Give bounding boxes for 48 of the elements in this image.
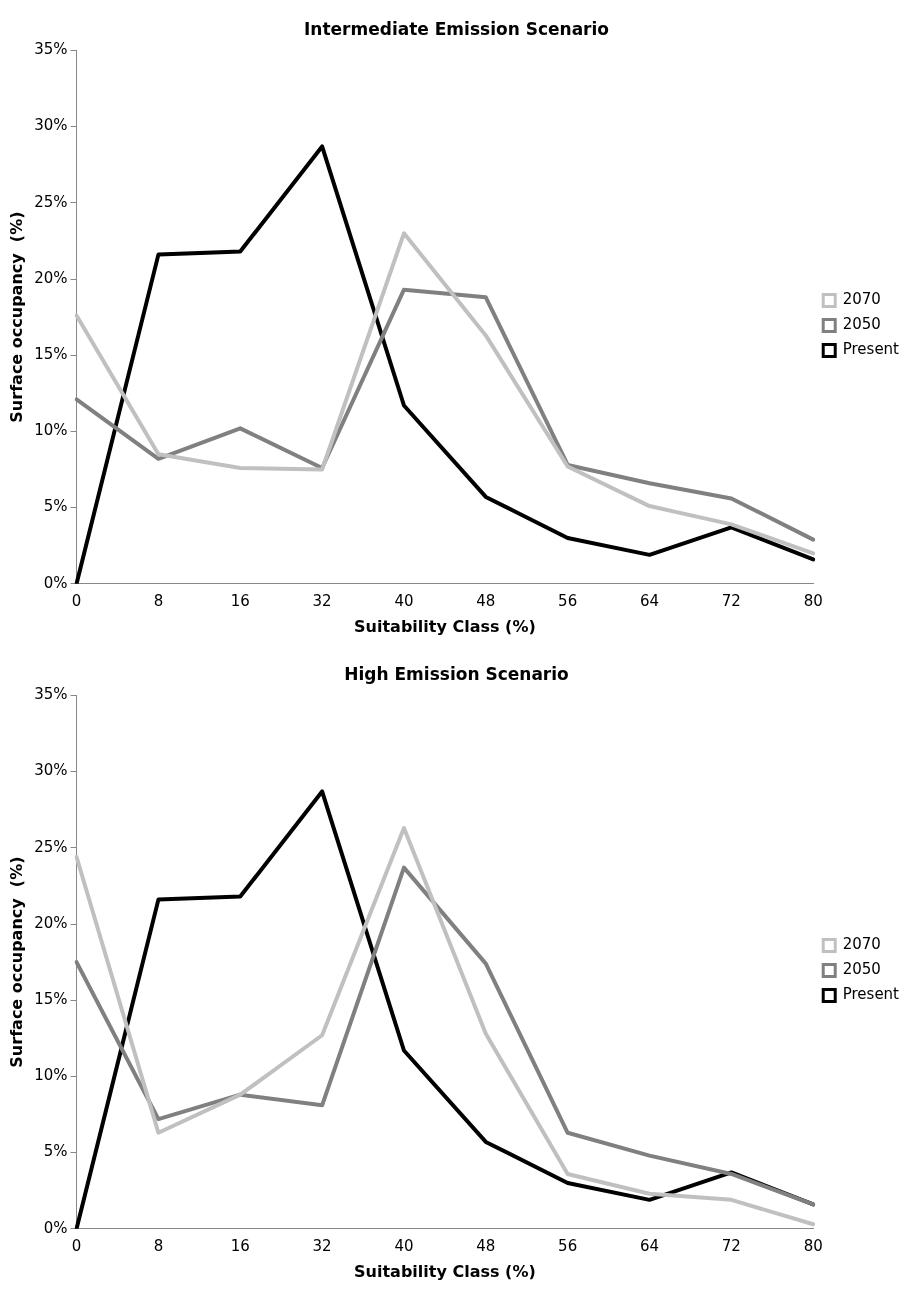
x-tick-label: 40: [394, 1236, 414, 1255]
legend-label: 2070: [842, 290, 881, 309]
x-tick-label: 8: [153, 1236, 164, 1255]
x-tick-label: 80: [803, 1236, 823, 1255]
y-tick-label: 35%: [34, 40, 68, 59]
x-axis-title: Suitability Class (%): [354, 616, 536, 636]
y-tick-label: 20%: [34, 268, 68, 287]
y-tick-label: 30%: [34, 761, 68, 780]
y-tick-label: 5%: [43, 497, 68, 516]
x-tick-label: 0: [71, 1236, 82, 1255]
legend-label: 2050: [842, 315, 881, 334]
x-axis-title: Suitability Class (%): [354, 1261, 536, 1281]
legend-label: 2070: [842, 935, 881, 954]
x-tick-label: 8: [153, 591, 164, 610]
y-tick-label: 0%: [43, 573, 68, 592]
x-tick-label: 32: [312, 591, 332, 610]
x-tick-label: 48: [476, 591, 496, 610]
legend-label: 2050: [842, 960, 881, 979]
y-tick-label: 25%: [34, 192, 68, 211]
legend-label: Present: [842, 985, 900, 1004]
x-tick-label: 64: [639, 1236, 660, 1255]
x-tick-label: 16: [230, 591, 250, 610]
x-tick-label: 32: [312, 1236, 332, 1255]
y-tick-label: 20%: [34, 913, 68, 932]
x-tick-label: 72: [721, 591, 741, 610]
x-tick-label: 40: [394, 591, 414, 610]
y-tick-label: 5%: [43, 1142, 68, 1161]
y-tick-label: 15%: [34, 345, 68, 364]
x-tick-label: 16: [230, 1236, 250, 1255]
x-tick-label: 56: [558, 1236, 578, 1255]
chart-title: Intermediate Emission Scenario: [304, 18, 609, 39]
x-tick-label: 56: [558, 591, 578, 610]
y-tick-label: 0%: [43, 1218, 68, 1237]
x-tick-label: 48: [476, 1236, 496, 1255]
y-tick-label: 25%: [34, 837, 68, 856]
x-tick-label: 64: [639, 591, 660, 610]
y-tick-label: 35%: [34, 685, 68, 704]
x-tick-label: 80: [803, 591, 823, 610]
y-tick-label: 15%: [34, 990, 68, 1009]
chart-title: High Emission Scenario: [344, 663, 569, 684]
x-tick-label: 72: [721, 1236, 741, 1255]
y-axis-title: Surface occupancy (%): [6, 856, 26, 1068]
x-tick-label: 0: [71, 591, 82, 610]
y-tick-label: 30%: [34, 116, 68, 135]
legend-label: Present: [842, 340, 900, 359]
y-tick-label: 10%: [34, 1066, 68, 1085]
y-tick-label: 10%: [34, 421, 68, 440]
y-axis-title: Surface occupancy (%): [6, 211, 26, 423]
